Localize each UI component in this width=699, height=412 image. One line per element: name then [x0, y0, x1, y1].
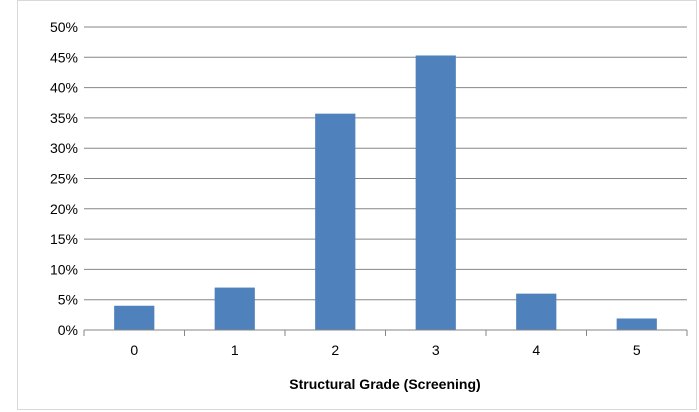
y-tick-label: 25% [50, 171, 78, 187]
y-tick-label: 5% [58, 292, 78, 308]
y-tick-label: 50% [50, 19, 78, 35]
bar-5 [616, 318, 657, 330]
bar-3 [415, 55, 456, 331]
y-tick-label: 30% [50, 140, 78, 156]
y-tick-label: 20% [50, 201, 78, 217]
x-tick-label: 5 [633, 342, 641, 358]
axes [83, 329, 688, 336]
y-tick-labels: 0% 5% 10% 15% 20% 25% 30% 35% 40% 45% 50% [50, 19, 78, 338]
x-tick-label: 2 [331, 342, 339, 358]
x-axis-title: Structural Grade (Screening) [289, 376, 480, 392]
y-tick-label: 45% [50, 49, 78, 65]
y-tick-label: 40% [50, 80, 78, 96]
bar-2 [315, 113, 356, 331]
x-tick-label: 1 [231, 342, 239, 358]
gridlines [84, 26, 687, 301]
bars [114, 55, 657, 331]
bar-4 [516, 293, 557, 330]
bar-1 [214, 287, 255, 330]
x-tick-label: 4 [532, 342, 540, 358]
bar-0 [114, 305, 155, 330]
x-tick-labels: 0 1 2 3 4 5 [130, 342, 641, 358]
x-tick-label: 3 [432, 342, 440, 358]
y-tick-label: 10% [50, 261, 78, 277]
y-tick-label: 35% [50, 110, 78, 126]
x-tick-label: 0 [130, 342, 138, 358]
chart-frame [17, 0, 697, 410]
y-tick-label: 0% [58, 322, 78, 338]
y-tick-label: 15% [50, 231, 78, 247]
